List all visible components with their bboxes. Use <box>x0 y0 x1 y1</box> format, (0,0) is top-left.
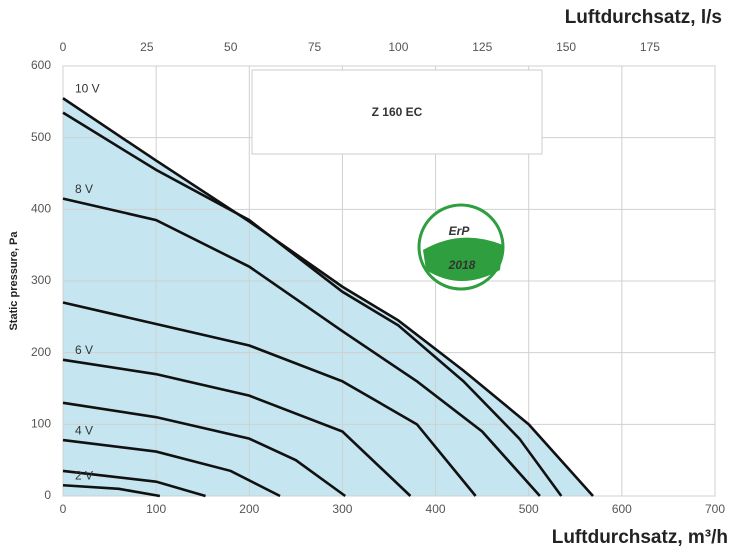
x-tick-label: 300 <box>332 502 352 516</box>
x2-tick-label: 50 <box>224 40 238 54</box>
curve-label: 6 V <box>75 343 93 357</box>
y-tick-label: 300 <box>31 273 51 287</box>
badge-year: 2018 <box>448 258 476 272</box>
badge-text: ErP <box>449 224 471 238</box>
chart-title: Z 160 EC <box>372 105 423 119</box>
x2-tick-label: 175 <box>640 40 660 54</box>
y-tick-label: 500 <box>31 130 51 144</box>
x-axis-title: Luftdurchsatz, m³/h <box>552 527 728 548</box>
x2-tick-label: 25 <box>140 40 154 54</box>
fan-curve <box>62 401 346 498</box>
x-tick-label: 200 <box>239 502 259 516</box>
title-box <box>251 69 543 155</box>
fan-curve <box>62 438 281 498</box>
y-tick-label: 0 <box>44 488 51 502</box>
fan-curve <box>62 97 594 497</box>
x-tick-label: 700 <box>705 502 725 516</box>
badge-swoosh <box>423 237 503 281</box>
fan-curve <box>62 301 477 497</box>
x-tick-label: 100 <box>146 502 166 516</box>
fan-curve <box>62 483 161 498</box>
y-tick-label: 400 <box>31 202 51 216</box>
fan-curve <box>62 469 206 498</box>
x2-tick-label: 150 <box>556 40 576 54</box>
fan-curve <box>62 111 563 497</box>
x2-tick-label: 75 <box>308 40 322 54</box>
curve-label: 8 V <box>75 182 93 196</box>
x-tick-label: 400 <box>426 502 446 516</box>
x2-tick-label: 0 <box>60 40 67 54</box>
y-tick-label: 600 <box>31 58 51 72</box>
curve-label: 4 V <box>75 423 93 437</box>
x-tick-label: 500 <box>519 502 539 516</box>
curve-label: 2 V <box>75 468 93 482</box>
x-tick-label: 600 <box>612 502 632 516</box>
x2-tick-label: 125 <box>472 40 492 54</box>
x2-axis-title: Luftdurchsatz, l/s <box>565 7 722 28</box>
fan-curve <box>62 358 412 497</box>
x-tick-label: 0 <box>60 502 67 516</box>
fan-curve <box>62 197 541 497</box>
erp-badge: ErP 2018 <box>417 203 505 291</box>
curve-label: 10 V <box>75 81 100 95</box>
x2-tick-label: 100 <box>388 40 408 54</box>
y-axis-title: Static pressure, Pa <box>8 231 20 331</box>
area-fill <box>63 98 593 496</box>
y-tick-label: 100 <box>31 417 51 431</box>
y-tick-label: 200 <box>31 345 51 359</box>
